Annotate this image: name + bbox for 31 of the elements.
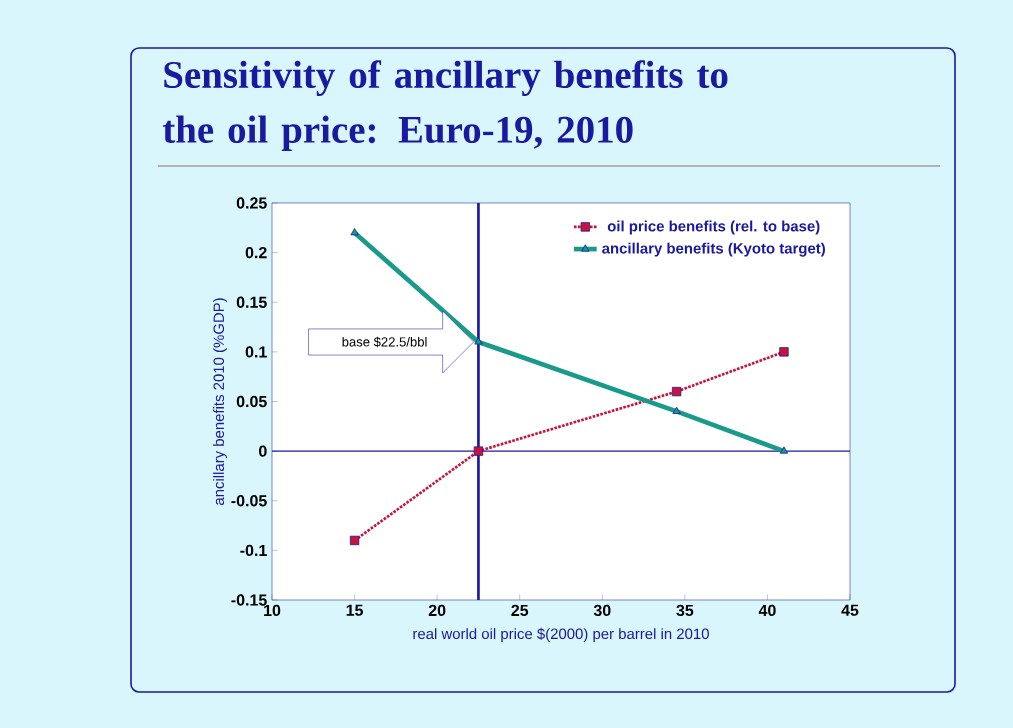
point <box>779 446 789 454</box>
y-tick-label: 0.1 <box>245 346 267 358</box>
x-tick-label: 20 <box>428 604 446 617</box>
x-tick-label: 45 <box>841 604 859 616</box>
point <box>779 347 789 357</box>
x-axis-title: real world oil price $(2000) per barrel in 2010 <box>413 627 709 643</box>
x-tick-label: 35 <box>676 604 694 617</box>
y-tick-label: 0.15 <box>236 296 267 308</box>
y-tick-label: 0.05 <box>236 395 267 408</box>
y-tick-label: -0.1 <box>240 544 267 557</box>
y-tick-label: 0.2 <box>245 246 267 259</box>
y-tick-label: -0.05 <box>231 495 267 507</box>
point <box>672 406 681 414</box>
x-tick-label: 10 <box>264 604 281 617</box>
x-tick-label: 15 <box>346 604 364 616</box>
x-tick-label: 30 <box>593 604 611 617</box>
point <box>671 386 682 397</box>
y-axis-title: ancillary benefits 2010 (%GDP) <box>213 298 227 506</box>
chart-title: Sensitivity of ancillary benefits to the oil price: Euro-19, 2010 <box>162 60 728 151</box>
point <box>473 446 484 456</box>
annotation: base $22.5/bbl <box>342 336 427 348</box>
point <box>474 337 483 345</box>
y-tick-label: 0.25 <box>236 197 267 209</box>
x-tick-label: 40 <box>758 604 776 617</box>
y-tick-label: -0.15 <box>231 594 267 606</box>
legend-label: oil price benefits (rel. to base) <box>607 220 820 235</box>
point <box>349 535 360 546</box>
y-tick-label: 0 <box>259 445 267 457</box>
legend-label: ancillary benefits (Kyoto target) <box>602 242 825 257</box>
x-tick-label: 25 <box>511 604 529 617</box>
point <box>350 228 359 236</box>
